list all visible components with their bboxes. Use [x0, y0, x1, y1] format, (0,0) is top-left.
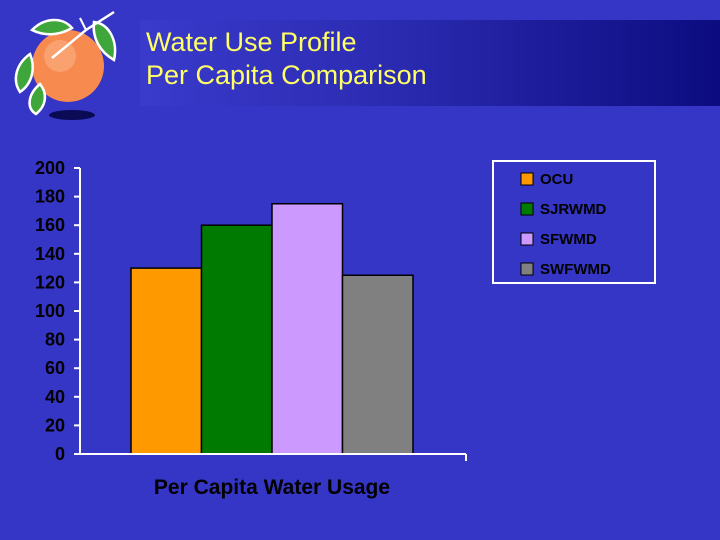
y-tick-label: 0 — [55, 444, 65, 464]
legend-swatch-swfwmd — [520, 262, 534, 276]
legend-swatch-sjrwmd — [520, 202, 534, 216]
y-tick-label: 100 — [35, 301, 65, 321]
x-axis — [80, 453, 467, 461]
y-axis: 0 20 40 60 80 100 120 140 160 180 200 — [35, 158, 81, 464]
legend: OCU SJRWMD SFWMD SWFWMD — [492, 160, 656, 284]
y-tick-label: 160 — [35, 215, 65, 235]
y-tick-label: 40 — [45, 387, 65, 407]
y-tick-label: 80 — [45, 330, 65, 350]
y-tick-label: 120 — [35, 272, 65, 292]
legend-label-sfwmd: SFWMD — [540, 231, 597, 248]
x-axis-label: Per Capita Water Usage — [154, 476, 390, 499]
bar-sfwmd — [271, 203, 344, 455]
legend-label-swfwmd: SWFWMD — [540, 261, 611, 278]
bar-group — [130, 203, 414, 455]
y-tick-label: 20 — [45, 415, 65, 435]
title-line-2: Per Capita Comparison — [146, 60, 427, 90]
legend-label-sjrwmd: SJRWMD — [540, 201, 607, 218]
slide-title: Water Use Profile Per Capita Comparison — [146, 26, 427, 92]
y-tick-label: 200 — [35, 158, 65, 178]
title-line-1: Water Use Profile — [146, 27, 357, 57]
bar-sjrwmd — [200, 224, 273, 455]
orange-fruit-icon — [14, 10, 117, 120]
legend-swatch-ocu — [520, 172, 534, 186]
legend-swatch-sfwmd — [520, 232, 534, 246]
legend-box — [492, 160, 656, 284]
title-band — [140, 20, 720, 106]
y-tick-label: 60 — [45, 358, 65, 378]
y-tick-label: 180 — [35, 187, 65, 207]
y-tick-label: 140 — [35, 244, 65, 264]
legend-label-ocu: OCU — [540, 171, 573, 188]
bar-ocu — [130, 267, 203, 455]
bar-swfwmd — [341, 274, 414, 455]
